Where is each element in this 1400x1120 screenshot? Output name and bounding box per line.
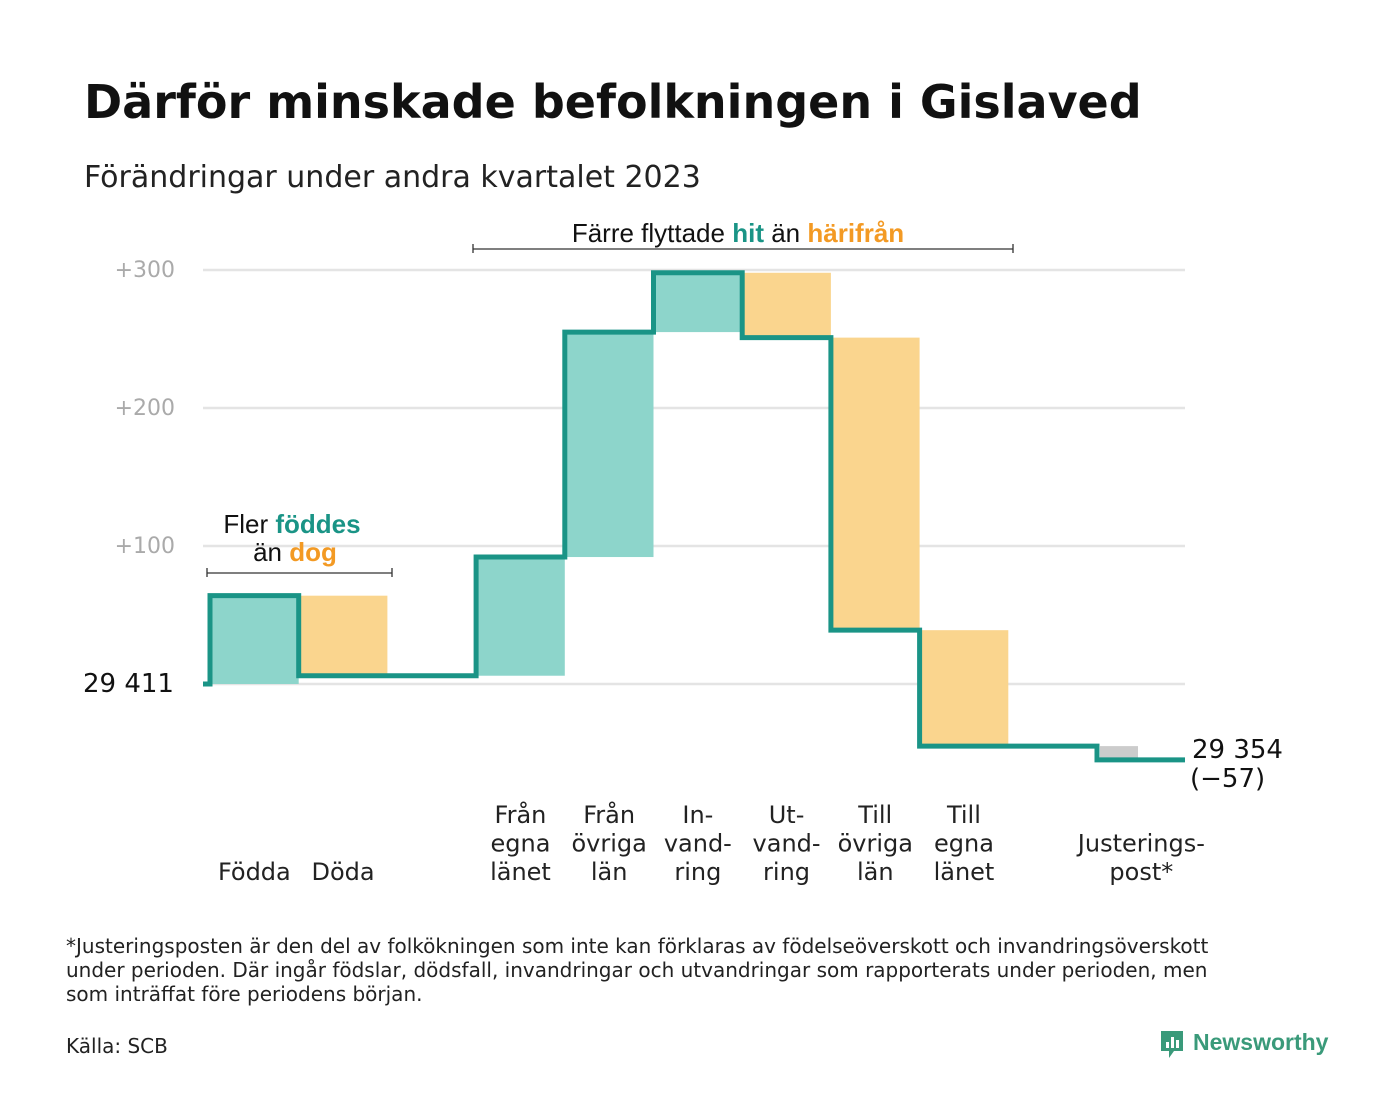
category-label-line: ring (763, 858, 810, 886)
category-label-line: Till (857, 801, 892, 829)
bars (210, 272, 1138, 760)
category-label: Till övriga län (838, 801, 913, 886)
category-label-line: Födda (218, 858, 291, 886)
bar (210, 595, 299, 684)
category-label: Ut-vand-ring (753, 801, 821, 886)
bar (298, 595, 388, 676)
chart-subtitle: Förändringar under andra kvartalet 2023 (84, 160, 701, 195)
category-label-line: egna (934, 830, 994, 858)
category-label-line: egna (490, 830, 550, 858)
bar (830, 337, 920, 631)
births-annotation: Fler föddes än dog (206, 509, 393, 577)
births-annotation-bold2: dog (289, 537, 337, 567)
category-label-line: Från (495, 800, 547, 829)
footnote-line-3: som inträffat före periodens början. (66, 982, 422, 1006)
source-label: Källa: SCB (66, 1034, 168, 1058)
category-label: Till egna länet (934, 801, 995, 886)
category-label-line: vand- (753, 830, 821, 858)
footnote-line-2: under perioden. Där ingår födslar, dödsf… (66, 958, 1207, 982)
category-label-line: övriga (838, 830, 913, 858)
category-label-line: Döda (311, 858, 374, 886)
chart-title: Därför minskade befolkningen i Gislaved (84, 75, 1142, 129)
bar (564, 332, 654, 558)
end-value-label: 29 354 (1192, 735, 1283, 765)
bar (919, 630, 1009, 747)
category-label-line: post* (1109, 858, 1173, 886)
births-annotation-line1: Fler föddes (223, 509, 360, 539)
births-annotation-bold1: föddes (275, 509, 360, 539)
category-label-line: övriga (571, 830, 646, 858)
births-annotation-plain1: Fler (223, 509, 275, 539)
moves-bracket (472, 244, 1014, 253)
moves-annotation-bold2: härifrån (807, 218, 904, 248)
births-bracket (206, 568, 393, 577)
category-label-line: länet (490, 858, 551, 886)
y-tick-labels: +100 +200 +300 (115, 258, 175, 559)
gridlines (203, 268, 1185, 686)
bar (653, 272, 743, 333)
cumulative-step-line (203, 270, 1185, 763)
category-label-line: län (857, 858, 894, 886)
category-label-line: vand- (664, 830, 732, 858)
newsworthy-logo: Newsworthy (1161, 1029, 1329, 1058)
brand-name: Newsworthy (1193, 1029, 1329, 1055)
category-label: Från övriga län (571, 800, 646, 886)
category-label-line: Ut- (769, 801, 805, 829)
moves-annotation-plain2: än (764, 218, 807, 248)
category-label-line: Till (946, 801, 981, 829)
moves-annotation-bold1: hit (732, 218, 764, 248)
births-annotation-line2: än dog (253, 537, 337, 567)
category-label-line: Justerings- (1076, 830, 1205, 858)
y-tick-label: +300 (115, 258, 175, 283)
moves-annotation-plain1: Färre flyttade (572, 218, 732, 248)
births-annotation-plain2: än (253, 537, 289, 567)
moves-annotation: Färre flyttade hit än härifrån (472, 218, 1014, 253)
category-label: Justerings-post* (1076, 830, 1205, 887)
footnote: *Justeringsposten är den del av folkökni… (66, 934, 1209, 1006)
category-label-line: Från (583, 800, 635, 829)
step-line-layer (203, 270, 1185, 763)
bar (1100, 746, 1138, 760)
end-change-label: (−57) (1190, 764, 1265, 794)
category-label-line: ring (674, 858, 721, 886)
bar (476, 557, 565, 676)
category-label-line: län (591, 858, 628, 886)
bar (742, 272, 831, 338)
category-label: Från egna länet (490, 800, 551, 886)
footnote-line-1: *Justeringsposten är den del av folkökni… (66, 934, 1209, 958)
newsworthy-chart-icon (1161, 1031, 1183, 1058)
category-label: Döda (311, 858, 374, 886)
category-label: Födda (218, 858, 291, 886)
category-label-line: In- (682, 801, 713, 829)
y-tick-label: +200 (115, 396, 175, 421)
category-label-line: länet (934, 858, 995, 886)
start-value-label: 29 411 (83, 669, 174, 699)
category-label: In-vand-ring (664, 801, 732, 886)
moves-annotation-text: Färre flyttade hit än härifrån (572, 218, 904, 248)
y-tick-label: +100 (115, 534, 175, 559)
